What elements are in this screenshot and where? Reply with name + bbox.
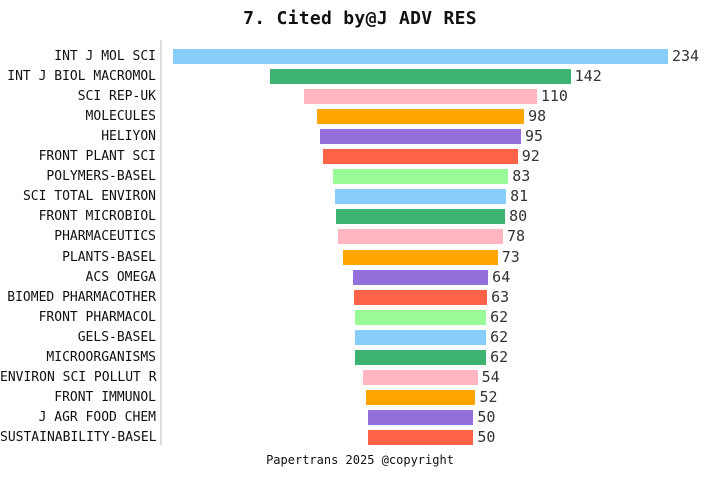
value-label: 95 xyxy=(524,126,544,145)
category-label: MICROORGANISMS xyxy=(46,350,156,365)
value-label: 62 xyxy=(490,307,509,326)
bar-row: FRONT IMMUNOL 52 xyxy=(0,388,720,407)
bar xyxy=(323,149,518,164)
bar-row: POLYMERS-BASEL 83 xyxy=(0,167,720,186)
bar-row: FRONT MICROBIOL 80 xyxy=(0,207,720,226)
category-label: GELS-BASEL xyxy=(77,329,156,345)
chart-title: 7. Cited by@J ADV RES xyxy=(243,8,477,29)
bar xyxy=(365,390,476,406)
category-label: INT J MOL SCI xyxy=(54,48,156,64)
value-label: 81 xyxy=(510,187,529,206)
bar-row: J AGR FOOD CHEM 50 xyxy=(0,408,720,427)
bar xyxy=(354,350,487,365)
bar xyxy=(354,309,487,325)
category-label: FRONT PLANT SCI xyxy=(38,149,156,164)
value-label: 62 xyxy=(490,327,509,346)
bar-row: SCI REP-UK 110 xyxy=(0,86,720,105)
bar-row: FRONT PLANT SCI 92 xyxy=(0,147,720,165)
value-label: 78 xyxy=(506,227,526,246)
bar xyxy=(304,88,537,104)
bar-row: BIOMED PHARMACOTHER 63 xyxy=(0,287,720,306)
bar xyxy=(343,249,498,265)
value-label: 92 xyxy=(521,147,540,165)
category-label: INT J BIOL MACROMOL xyxy=(7,68,156,84)
bar-row: ENVIRON SCI POLLUT R 54 xyxy=(0,368,720,387)
category-label: SUSTAINABILITY-BASEL xyxy=(0,430,157,446)
bar-row: MOLECULES 98 xyxy=(0,106,720,125)
bar-row: INT J MOL SCI 234 xyxy=(0,46,720,65)
bar-row: INT J BIOL MACROMOL 142 xyxy=(0,66,720,85)
value-label: 142 xyxy=(574,66,602,85)
y-axis-line xyxy=(160,40,162,445)
category-label: SCI REP-UK xyxy=(77,88,156,104)
bar-row: PLANTS-BASEL 73 xyxy=(0,247,720,266)
bar xyxy=(173,48,668,64)
category-label: FRONT IMMUNOL xyxy=(54,390,156,406)
bar xyxy=(363,370,478,386)
bar xyxy=(316,108,525,124)
category-label: PHARMACEUTICS xyxy=(54,229,156,245)
bar-row: SUSTAINABILITY-BASEL 50 xyxy=(0,428,720,447)
value-label: 83 xyxy=(512,167,531,186)
value-label: 62 xyxy=(490,348,509,366)
category-label: FRONT MICROBIOL xyxy=(38,209,156,225)
value-label: 80 xyxy=(509,207,528,226)
category-label: MOLECULES xyxy=(85,108,156,124)
bar xyxy=(352,269,489,285)
category-label: J AGR FOOD CHEM xyxy=(38,410,156,426)
bar xyxy=(335,209,506,225)
category-label: BIOMED PHARMACOTHER xyxy=(7,289,156,305)
value-label: 110 xyxy=(540,86,568,105)
bar xyxy=(353,289,488,305)
bar xyxy=(320,128,521,144)
bar-row: FRONT PHARMACOL 62 xyxy=(0,307,720,326)
value-label: 54 xyxy=(481,368,500,387)
bar-row: GELS-BASEL 62 xyxy=(0,327,720,346)
value-label: 52 xyxy=(479,388,498,407)
value-label: 63 xyxy=(491,287,510,306)
category-label: ENVIRON SCI POLLUT R xyxy=(0,370,157,386)
category-label: PLANTS-BASEL xyxy=(62,249,156,265)
category-label: FRONT PHARMACOL xyxy=(38,309,156,325)
bar-row: MICROORGANISMS 62 xyxy=(0,348,720,366)
bar-row: SCI TOTAL ENVIRON 81 xyxy=(0,187,720,206)
value-label: 50 xyxy=(477,428,496,447)
bar xyxy=(354,329,487,345)
value-label: 73 xyxy=(501,247,520,266)
bar-row: PHARMACEUTICS 78 xyxy=(0,227,720,246)
category-label: ACS OMEGA xyxy=(85,269,156,285)
value-label: 234 xyxy=(671,46,700,65)
bar-row: HELIYON 95 xyxy=(0,126,720,145)
bar xyxy=(367,410,474,426)
value-label: 50 xyxy=(477,408,496,427)
value-label: 64 xyxy=(492,267,511,286)
bar xyxy=(332,169,509,185)
category-label: SCI TOTAL ENVIRON xyxy=(22,189,156,205)
bar xyxy=(338,229,503,245)
category-label: HELIYON xyxy=(101,128,156,144)
category-label: POLYMERS-BASEL xyxy=(46,169,156,185)
bar-row: ACS OMEGA 64 xyxy=(0,267,720,286)
bar xyxy=(270,68,571,84)
bar xyxy=(367,430,474,446)
chart-footer: Papertrans 2025 @copyright xyxy=(266,453,454,467)
value-label: 98 xyxy=(528,106,547,125)
bar xyxy=(334,189,507,205)
